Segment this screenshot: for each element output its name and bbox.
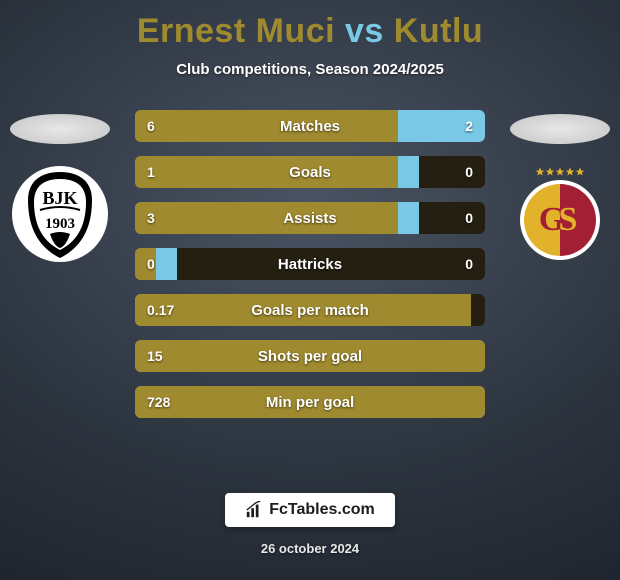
title-vs: vs [345,12,384,50]
crest-text-bjk: BJK [42,188,77,208]
page-title: Ernest Muci vs Kutlu [137,12,483,51]
stat-value-player1: 0.17 [135,294,186,326]
star-icon [536,168,545,176]
stat-value-player1: 1 [135,156,167,188]
stat-value-player1: 15 [135,340,175,372]
stat-value-player1: 3 [135,202,167,234]
crest-letter-s: S [559,201,578,238]
stat-label: Hattricks [135,248,485,280]
stat-row: Shots per goal15 [135,340,485,372]
besiktas-crest-icon: BJK 1903 [10,164,110,264]
stat-row: Assists3 0 [135,202,485,234]
date-text: 26 october 2024 [261,541,359,556]
stat-value-player1: 728 [135,386,182,418]
star-icon [546,168,555,176]
star-icon [556,168,565,176]
player1-pedestal [10,114,110,144]
stat-label: Assists [135,202,485,234]
brand-text: FcTables.com [269,501,375,519]
stat-label: Goals per match [135,294,485,326]
brand-chart-icon [245,501,263,519]
stat-value-player2: 2 [453,110,485,142]
stat-label: Shots per goal [135,340,485,372]
star-icon [576,168,585,176]
stat-row: Goals per match0.17 [135,294,485,326]
crest-text-1903: 1903 [45,216,75,232]
stat-label: Goals [135,156,485,188]
player2-pedestal [510,114,610,144]
player2-club-crest: G S [510,164,610,264]
stat-row: Matches6 2 [135,110,485,142]
stat-label: Matches [135,110,485,142]
brand-badge: FcTables.com [225,493,395,527]
stat-value-player2: 0 [453,248,485,280]
stat-row: Hattricks0 0 [135,248,485,280]
stat-value-player1: 0 [135,248,167,280]
player1-club-crest: BJK 1903 [10,164,110,264]
title-player2: Kutlu [394,12,483,50]
stat-bars: Matches62Goals10Assists30Hattricks00Goal… [135,110,485,418]
stat-value-player1: 6 [135,110,167,142]
star-icon [566,168,575,176]
stat-value-player2: 0 [453,202,485,234]
subtitle: Club competitions, Season 2024/2025 [176,61,444,78]
title-player1: Ernest Muci [137,12,335,50]
content-root: Ernest Muci vs Kutlu Club competitions, … [0,0,620,580]
stat-row: Min per goal728 [135,386,485,418]
stat-value-player2: 0 [453,156,485,188]
stat-label: Min per goal [135,386,485,418]
stat-row: Goals1 0 [135,156,485,188]
comparison-area: BJK 1903 G S Matches62Goals10Assist [0,100,620,485]
galatasaray-crest-icon: G S [510,164,610,264]
